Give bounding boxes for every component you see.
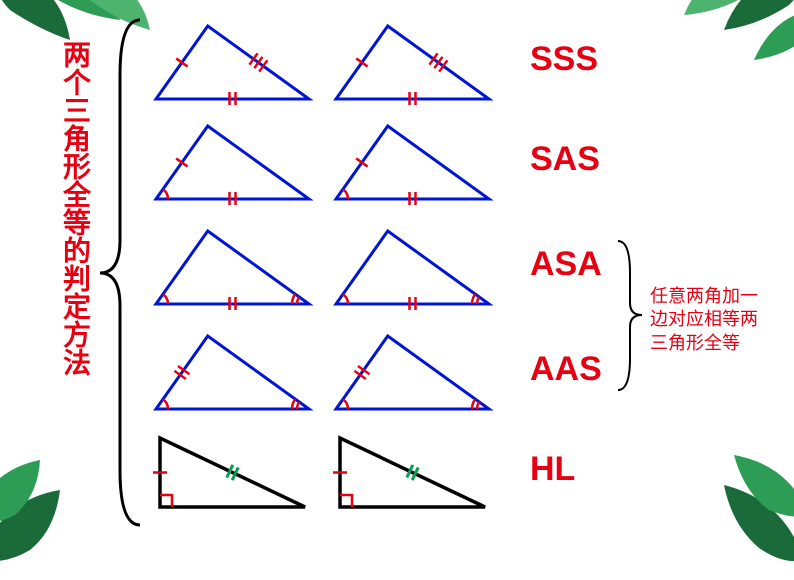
right-triangle-col1 [330,430,495,520]
right-brace [615,238,645,393]
triangle-row2-col0 [150,225,315,315]
vertical-title: 两个三角形全等的判定方法 [55,40,95,520]
triangle-row2-col1 [330,225,495,315]
triangle-row1-col1 [330,120,495,210]
label-sss: SSS [530,40,598,79]
note-text: 任意两角加一边对应相等两三角形全等 [650,285,770,355]
triangle-row1-col0 [150,120,315,210]
label-hl: HL [530,450,575,489]
label-sas: SAS [530,140,600,179]
label-aas: AAS [530,350,602,389]
triangle-row3-col0 [150,330,315,420]
triangle-row0-col1 [330,20,495,110]
triangle-row0-col0 [150,20,315,110]
right-triangle-col0 [150,430,315,520]
label-asa: ASA [530,245,602,284]
left-brace [95,15,145,530]
triangle-row3-col1 [330,330,495,420]
